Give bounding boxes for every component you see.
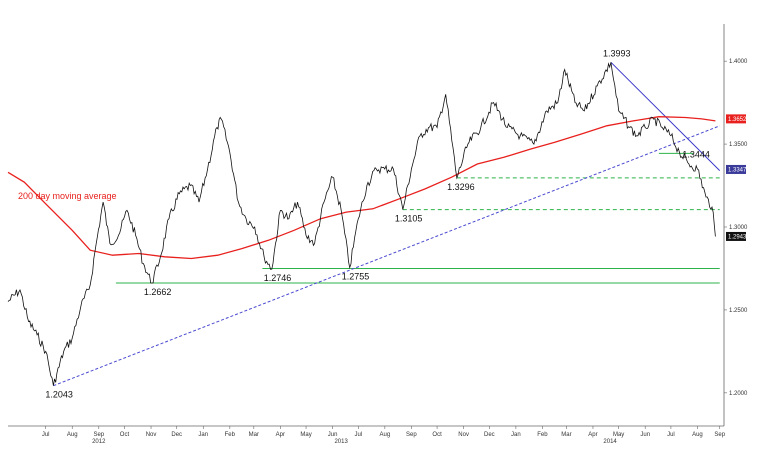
price-badge-1 (726, 164, 746, 174)
annotation-label-3: 1.3105 (395, 214, 423, 224)
x-tick-label-10: May (300, 432, 311, 438)
price-badge-2 (726, 231, 746, 241)
price-badge-label-2: 1.2943 (728, 234, 747, 240)
x-tick-label-26: Sep (714, 432, 725, 438)
x-year-label-1: 2013 (334, 439, 348, 445)
x-tick-label-12: Jul (354, 432, 362, 438)
x-tick-label-19: Feb (537, 432, 548, 438)
price-badge-label-1: 1.3347 (728, 167, 747, 173)
y-tick-label-1: 1.3500 (729, 142, 748, 148)
annotation-label-2: 1.3296 (447, 182, 475, 192)
annotation-label-0: 1.3993 (603, 48, 631, 58)
x-tick-label-22: May (613, 432, 624, 438)
annotations: 1.3993 1.3444 1.3296 1.3105 1.2746 1.2755 1.26… (45, 48, 709, 399)
horizontal-levels (115, 152, 720, 284)
ma-series-line (7, 116, 716, 260)
x-tick-label-4: Nov (146, 432, 157, 438)
x-tick-label-5: Dec (171, 432, 182, 438)
x-tick-label-20: Mar (561, 432, 571, 438)
x-tick-label-8: Mar (249, 432, 259, 438)
x-tick-label-17: Dec (484, 432, 495, 438)
x-tick-label-25: Aug (692, 432, 703, 438)
x-tick-label-15: Oct (432, 432, 442, 438)
y-tick-label-3: 1.2500 (729, 308, 748, 314)
x-tick-label-16: Nov (458, 432, 469, 438)
x-tick-label-0: Jul (42, 432, 50, 438)
x-tick-label-1: Aug (67, 432, 78, 438)
trend-support-line (53, 125, 720, 387)
x-tick-label-7: Feb (225, 432, 236, 438)
x-tick-label-9: Apr (276, 432, 285, 438)
x-tick-label-21: Apr (588, 432, 597, 438)
moving-average-layer (7, 116, 716, 260)
y-tick-label-2: 1.3000 (729, 225, 748, 231)
y-tick-label-4: 1.2000 (729, 391, 748, 397)
price-layer (7, 62, 716, 386)
x-tick-label-6: Jan (198, 432, 208, 438)
x-tick-label-3: Oct (120, 432, 130, 438)
x-year-label-2: 2014 (603, 439, 617, 445)
x-tick-label-2: Sep (93, 432, 104, 438)
x-tick-label-11: Jun (328, 432, 338, 438)
annotation-label-7: 1.2043 (45, 390, 73, 400)
axes: 1.4000 1.3500 1.3000 1.2500 1.2000 Jul Aug Sep O… (8, 24, 748, 445)
annotation-label-1: 1.3444 (682, 149, 710, 159)
annotation-label-4: 1.2746 (264, 273, 292, 283)
x-tick-label-14: Sep (406, 432, 417, 438)
x-tick-label-23: Jun (640, 432, 650, 438)
ma-label: 200 day moving average (18, 191, 117, 201)
x-tick-label-18: Jan (511, 432, 521, 438)
annotation-label-5: 1.2755 (342, 272, 370, 282)
x-year-label-0: 2012 (92, 439, 106, 445)
price-series-line (7, 62, 716, 386)
price-badge-0 (726, 114, 746, 124)
x-tick-label-24: Jul (667, 432, 675, 438)
x-tick-label-13: Aug (379, 432, 390, 438)
y-tick-label-0: 1.4000 (729, 59, 748, 65)
price-badge-label-0: 1.3652 (728, 117, 747, 123)
annotation-label-6: 1.2662 (144, 287, 172, 297)
